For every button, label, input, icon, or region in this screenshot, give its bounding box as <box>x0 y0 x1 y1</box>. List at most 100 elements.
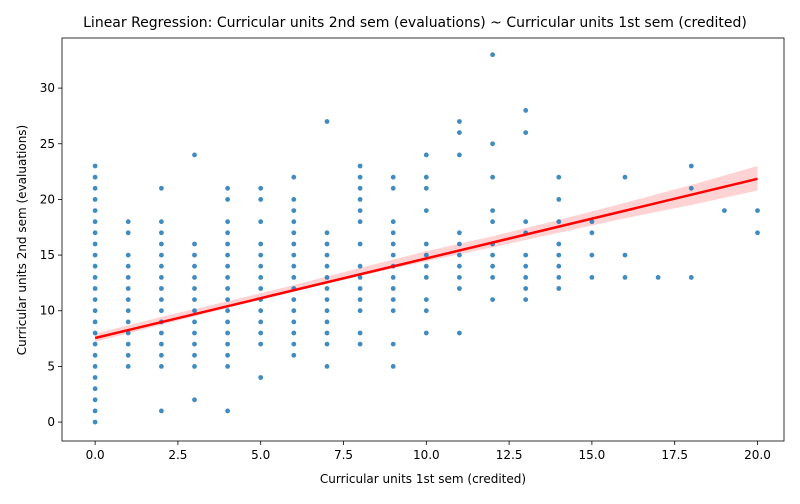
scatter-point <box>92 386 98 392</box>
scatter-point <box>589 275 595 280</box>
scatter-point <box>423 152 429 158</box>
x-tick-label: 2.5 <box>168 448 187 462</box>
x-tick-label: 17.5 <box>661 448 688 462</box>
scatter-point <box>258 185 264 191</box>
scatter-point <box>125 341 131 347</box>
scatter-point <box>589 230 595 236</box>
scatter-point <box>291 208 297 214</box>
x-tick-label: 10.0 <box>413 448 440 462</box>
scatter-point <box>225 341 231 347</box>
scatter-point <box>357 308 363 314</box>
scatter-point <box>390 297 396 302</box>
scatter-point <box>490 219 495 225</box>
x-tick-label: 7.5 <box>334 448 353 462</box>
regression-line <box>94 177 758 340</box>
scatter-point <box>490 208 495 214</box>
scatter-point <box>357 286 363 291</box>
scatter-point <box>490 263 495 269</box>
y-tick-label: 10 <box>40 304 55 318</box>
scatter-point <box>324 330 330 336</box>
scatter-point <box>490 275 495 280</box>
scatter-point <box>92 219 98 225</box>
scatter-point <box>457 330 462 336</box>
scatter-point <box>159 241 164 247</box>
scatter-point <box>225 408 231 414</box>
scatter-point <box>390 308 396 314</box>
scatter-point <box>390 174 396 180</box>
scatter-point <box>225 275 231 280</box>
scatter-point <box>258 308 264 314</box>
scatter-point <box>92 330 98 336</box>
scatter-point <box>523 219 529 225</box>
scatter-point <box>225 308 231 314</box>
scatter-point <box>192 364 197 369</box>
scatter-point <box>258 341 264 347</box>
scatter-point <box>457 152 462 158</box>
scatter-point <box>192 308 197 314</box>
scatter-point <box>291 330 297 336</box>
scatter-point <box>523 108 529 113</box>
scatter-point <box>457 241 462 247</box>
x-axis-ticks: 0.0 2.5 5.0 7.5 10.0 12.5 15.0 17.5 20.0 <box>86 441 771 462</box>
scatter-point <box>92 174 98 180</box>
scatter-point <box>159 252 164 258</box>
scatter-point <box>225 263 231 269</box>
scatter-point <box>92 419 98 425</box>
scatter-point <box>556 219 562 225</box>
scatter-point <box>457 119 462 124</box>
scatter-point <box>192 297 197 302</box>
scatter-point <box>92 286 98 291</box>
scatter-point <box>225 319 231 325</box>
scatter-point <box>291 319 297 325</box>
scatter-point <box>556 197 562 202</box>
scatter-point <box>324 286 330 291</box>
scatter-point <box>423 308 429 314</box>
scatter-point <box>324 275 330 280</box>
scatter-point <box>357 263 363 269</box>
scatter-point <box>258 375 264 380</box>
scatter-point <box>390 185 396 191</box>
scatter-point <box>159 263 164 269</box>
scatter-point <box>291 297 297 302</box>
scatter-point <box>192 397 197 403</box>
scatter-point <box>159 330 164 336</box>
scatter-point <box>390 241 396 247</box>
scatter-point <box>125 286 131 291</box>
scatter-point <box>192 241 197 247</box>
scatter-point <box>125 330 131 336</box>
scatter-point <box>423 263 429 269</box>
scatter-point <box>92 352 98 358</box>
scatter-point <box>258 286 264 291</box>
scatter-point <box>159 352 164 358</box>
scatter-point <box>125 275 131 280</box>
scatter-point <box>159 185 164 191</box>
y-tick-label: 20 <box>40 192 55 206</box>
chart-title: Linear Regression: Curricular units 2nd … <box>83 15 747 31</box>
x-axis-label: Curricular units 1st sem (credited) <box>320 472 526 486</box>
scatter-point <box>291 230 297 236</box>
scatter-point <box>357 163 363 169</box>
scatter-point <box>125 297 131 302</box>
y-tick-label: 15 <box>40 248 55 262</box>
scatter-point <box>523 252 529 258</box>
scatter-point <box>523 286 529 291</box>
scatter-point <box>125 352 131 358</box>
scatter-point <box>457 275 462 280</box>
scatter-point <box>125 308 131 314</box>
scatter-point <box>390 252 396 258</box>
scatter-point <box>92 163 98 169</box>
scatter-point <box>622 252 628 258</box>
scatter-point <box>258 219 264 225</box>
scatter-point <box>357 185 363 191</box>
scatter-point <box>125 319 131 325</box>
scatter-point <box>390 364 396 369</box>
scatter-point <box>556 241 562 247</box>
scatter-point <box>688 163 694 169</box>
scatter-point <box>423 297 429 302</box>
x-tick-label: 5.0 <box>251 448 270 462</box>
x-tick-label: 0.0 <box>86 448 105 462</box>
scatter-point <box>324 308 330 314</box>
x-tick-label: 15.0 <box>579 448 606 462</box>
scatter-point <box>92 241 98 247</box>
